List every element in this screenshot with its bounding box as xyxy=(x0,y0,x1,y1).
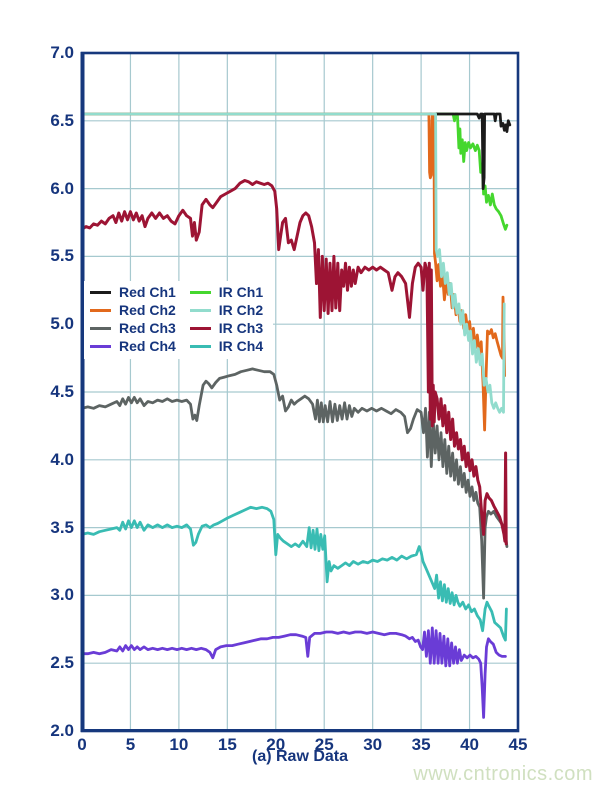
legend-label-red-ch4: Red Ch4 xyxy=(119,338,176,354)
legend-swatch-ir-ch1 xyxy=(189,290,211,294)
legend-label-red-ch1: Red Ch1 xyxy=(119,284,176,300)
x-tick-label-15: 15 xyxy=(217,735,237,754)
series-line-ir-ch1 xyxy=(80,112,509,231)
series-line-red-ch3 xyxy=(80,367,509,600)
y-tick-label-2.5: 2.5 xyxy=(50,653,74,673)
legend-label-red-ch3: Red Ch3 xyxy=(119,320,176,336)
x-tick-label-30: 30 xyxy=(363,735,383,754)
y-tick-label-2.0: 2.0 xyxy=(50,721,74,740)
legend-swatch-ir-ch3 xyxy=(189,326,211,330)
legend-swatch-ir-ch2 xyxy=(189,308,211,312)
x-tick-label-20: 20 xyxy=(266,735,286,754)
y-tick-label-5.0: 5.0 xyxy=(50,314,74,334)
legend-item-ir-ch1: IR Ch1 xyxy=(189,283,264,301)
legend: Red Ch1 Red Ch2 Red Ch3 Red Ch4 IR Ch1 I… xyxy=(84,281,274,359)
legend-swatch-ir-ch4 xyxy=(189,344,211,348)
series-line-ir-ch3 xyxy=(80,179,508,546)
y-tick-label-3.5: 3.5 xyxy=(50,517,74,537)
y-tick-label-3.0: 3.0 xyxy=(50,585,74,605)
legend-item-ir-ch3: IR Ch3 xyxy=(189,319,264,337)
y-tick-label-4.5: 4.5 xyxy=(50,382,74,401)
series-line-ir-ch2 xyxy=(80,112,506,414)
x-tick-label-35: 35 xyxy=(411,735,431,754)
series-line-ir-ch4 xyxy=(80,505,508,642)
y-tick-label-6.5: 6.5 xyxy=(50,110,74,130)
legend-label-ir-ch4: IR Ch4 xyxy=(218,338,264,354)
y-tick-label-5.5: 5.5 xyxy=(50,246,74,266)
legend-item-red-ch4: Red Ch4 xyxy=(90,337,176,355)
legend-label-ir-ch2: IR Ch2 xyxy=(218,302,264,318)
series-line-red-ch4 xyxy=(80,626,507,719)
legend-item-ir-ch2: IR Ch2 xyxy=(189,301,264,319)
series-line-red-ch1 xyxy=(80,112,512,191)
legend-item-ir-ch4: IR Ch4 xyxy=(189,337,264,355)
watermark: www.cntronics.com xyxy=(413,763,593,785)
legend-label-ir-ch3: IR Ch3 xyxy=(218,320,264,336)
legend-swatch-red-ch3 xyxy=(90,326,111,330)
x-tick-label-10: 10 xyxy=(169,735,189,754)
x-tick-label-45: 45 xyxy=(508,735,528,754)
y-tick-label-6.0: 6.0 xyxy=(50,178,74,198)
legend-item-red-ch1: Red Ch1 xyxy=(90,283,176,301)
legend-swatch-red-ch4 xyxy=(90,344,111,348)
legend-item-red-ch2: Red Ch2 xyxy=(90,301,176,319)
x-tick-label-40: 40 xyxy=(460,735,479,754)
legend-swatch-red-ch1 xyxy=(90,290,111,294)
x-tick-label-5: 5 xyxy=(125,735,136,754)
x-tick-label-0: 0 xyxy=(77,735,87,754)
legend-item-red-ch3: Red Ch3 xyxy=(90,319,176,337)
legend-label-red-ch2: Red Ch2 xyxy=(119,302,176,318)
chart-caption: (a) Raw Data xyxy=(251,748,349,765)
gridlines xyxy=(82,53,518,731)
legend-swatch-red-ch2 xyxy=(90,308,111,312)
legend-label-ir-ch1: IR Ch1 xyxy=(218,284,264,300)
x-tick-label-25: 25 xyxy=(314,735,334,754)
y-tick-label-4.0: 4.0 xyxy=(50,449,74,469)
y-tick-label-7.0: 7.0 xyxy=(50,43,74,62)
